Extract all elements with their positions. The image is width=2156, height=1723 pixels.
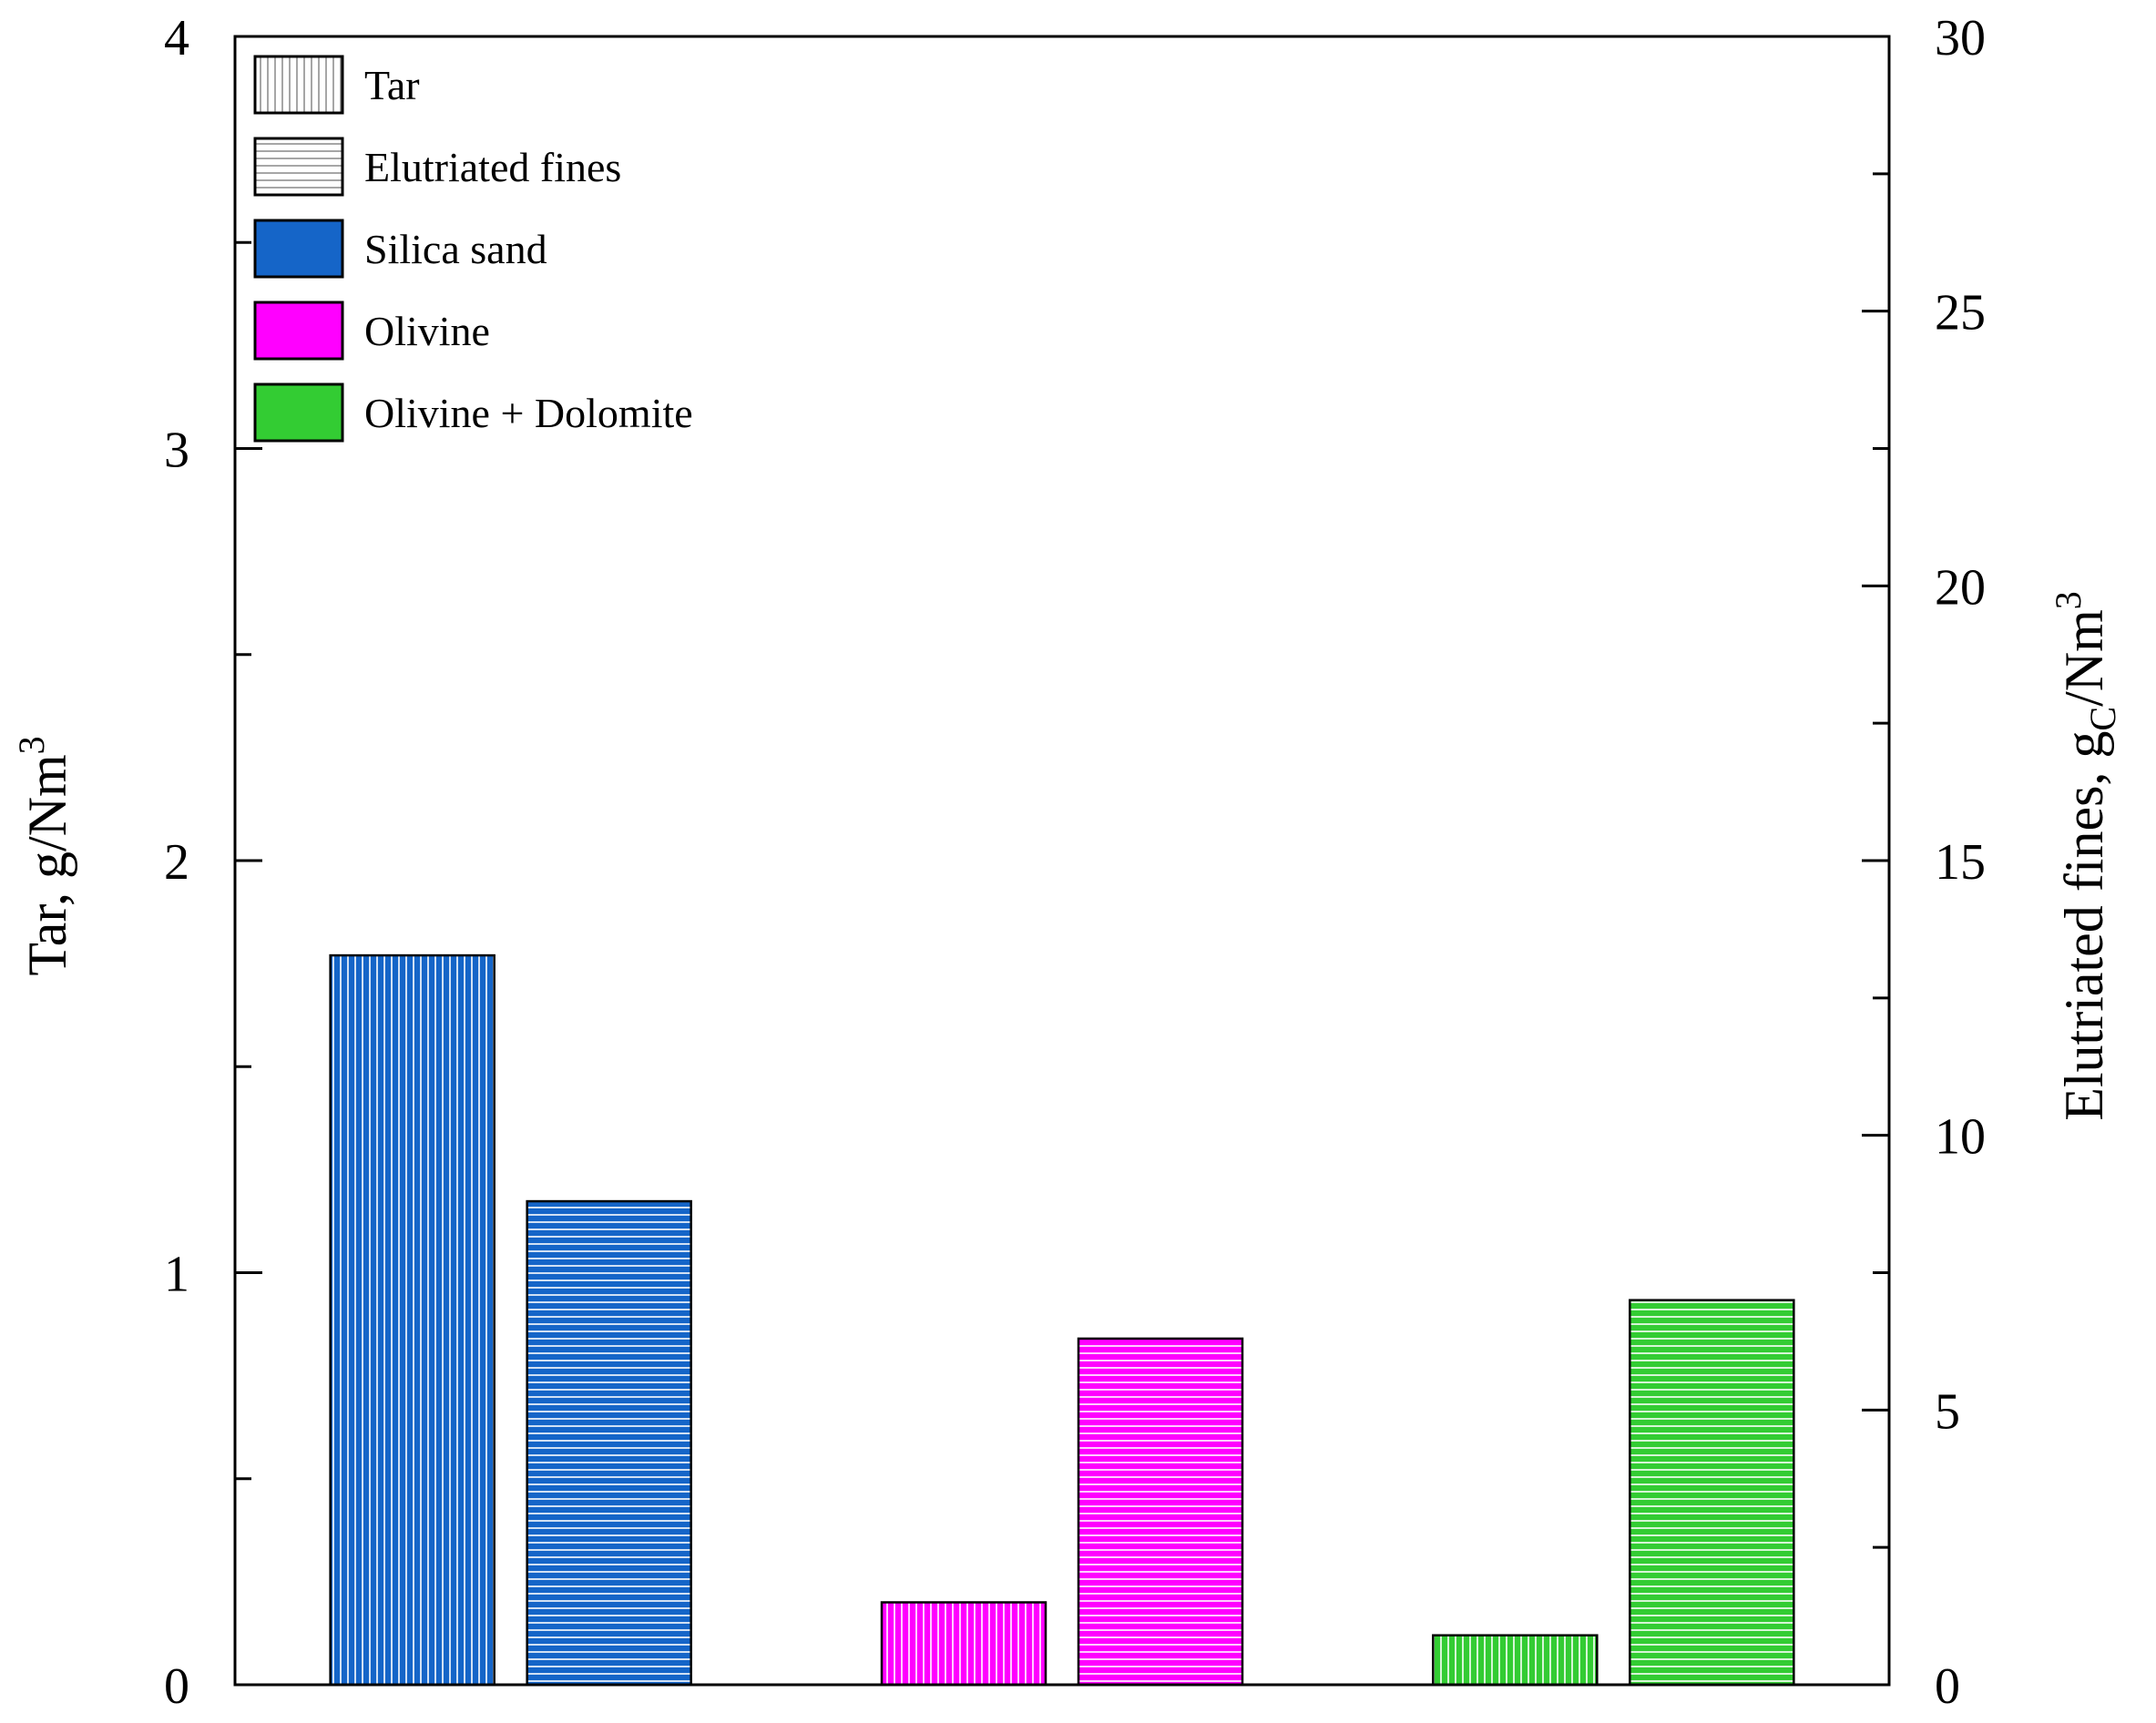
legend-label-elutriated-fines: Elutriated fines (364, 144, 621, 190)
right-axis-title: Elutriated fines, gC/Nm3 (2048, 591, 2123, 1121)
bar-silica-sand-elutriated-fines (526, 1199, 692, 1687)
bar-olivine-dolomite-tar (1432, 1634, 1599, 1687)
right-tick-label: 20 (1935, 559, 1986, 616)
legend-label-olivine-dolomite: Olivine + Dolomite (364, 390, 693, 436)
right-tick-label: 5 (1935, 1383, 1960, 1440)
left-tick-label: 4 (164, 10, 189, 66)
right-tick-label: 0 (1935, 1658, 1960, 1715)
legend-swatch-silica-sand (253, 219, 344, 279)
bar-olivine-tar (880, 1601, 1047, 1687)
left-tick-label: 2 (164, 834, 189, 891)
legend: Tar Elutriated fines Silica sand Olivine Oli… (253, 55, 693, 443)
bar-olivine-dolomite-elutriated-fines (1629, 1299, 1795, 1687)
right-axis: 0 5 10 15 20 25 30 (1862, 10, 1986, 1715)
left-tick-label: 0 (164, 1658, 189, 1715)
bars-group (329, 953, 1795, 1687)
legend-label-silica-sand: Silica sand (364, 226, 547, 272)
right-tick-label: 25 (1935, 285, 1986, 342)
left-axis: 0 1 2 3 4 (164, 10, 262, 1715)
legend-swatch-tar (253, 55, 344, 115)
right-tick-label: 15 (1935, 834, 1986, 891)
legend-swatch-olivine (253, 301, 344, 361)
legend-label-olivine: Olivine (364, 308, 490, 354)
bar-silica-sand-tar (329, 953, 496, 1687)
legend-swatch-olivine-dolomite (253, 382, 344, 443)
legend-swatch-elutriated-fines (253, 137, 344, 197)
bar-olivine-elutriated-fines (1077, 1337, 1244, 1687)
legend-label-tar: Tar (364, 62, 420, 108)
left-tick-label: 3 (164, 423, 189, 479)
right-tick-label: 10 (1935, 1109, 1986, 1166)
left-tick-label: 1 (164, 1247, 189, 1303)
right-tick-label: 30 (1935, 10, 1986, 66)
left-axis-title: Tar, g/Nm3 (11, 736, 77, 975)
